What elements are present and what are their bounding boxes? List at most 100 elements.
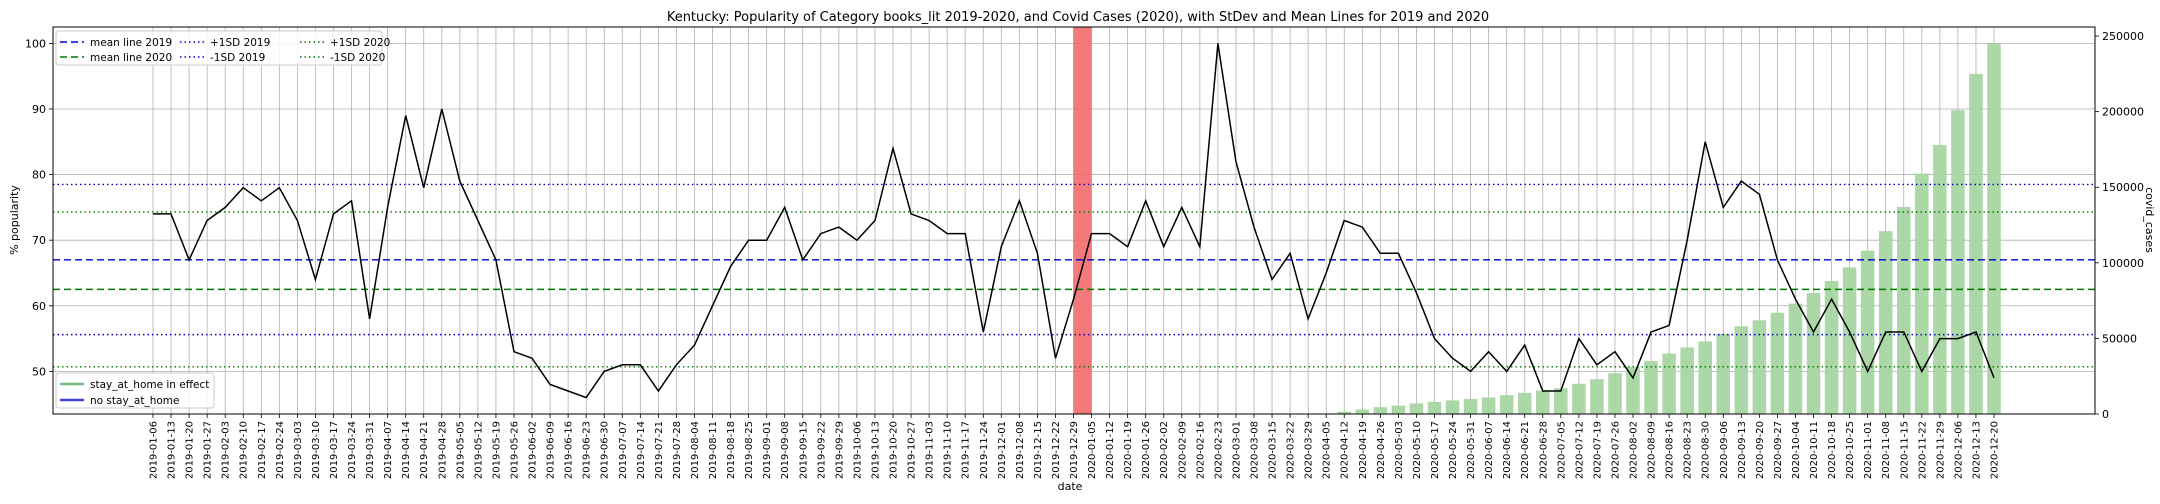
covid-bar <box>1662 353 1676 414</box>
x-tick-label: 2019-09-01 <box>762 421 773 479</box>
x-tick-label: 2020-07-19 <box>1592 421 1603 479</box>
y2-tick-label: 150000 <box>2102 181 2144 194</box>
x-tick-label: 2020-09-06 <box>1719 421 1730 479</box>
covid-bar <box>1680 347 1694 414</box>
x-tick-label: 2019-01-27 <box>203 421 214 479</box>
covid-bar <box>1933 144 1947 414</box>
y2-tick-label: 100000 <box>2102 257 2144 270</box>
x-tick-label: 2020-08-02 <box>1629 421 1640 479</box>
x-tick-label: 2020-04-19 <box>1358 421 1369 479</box>
covid-bar <box>1536 390 1550 414</box>
y-tick-label: 60 <box>32 300 46 313</box>
y-tick-label: 50 <box>32 365 46 378</box>
x-tick-label: 2019-01-20 <box>185 421 196 479</box>
x-tick-label: 2019-09-08 <box>780 421 791 479</box>
x-tick-label: 2020-05-31 <box>1466 421 1477 479</box>
x-tick-label: 2019-10-20 <box>889 421 900 479</box>
x-tick-label: 2020-11-08 <box>1881 421 1892 479</box>
legend-bottom: stay_at_home in effect no stay_at_home <box>55 372 215 409</box>
x-tick-label: 2019-07-21 <box>654 421 665 479</box>
legend-top-label: +1SD 2020 <box>330 37 390 49</box>
covid-bar <box>1373 407 1388 414</box>
legend-bottom-box <box>55 372 215 409</box>
x-tick-label: 2019-07-28 <box>672 421 683 479</box>
legend-top-label: +1SD 2019 <box>210 37 270 49</box>
x-tick-label: 2020-01-26 <box>1141 421 1152 479</box>
x-tick-label: 2020-03-01 <box>1231 421 1242 479</box>
x-tick-label: 2020-02-16 <box>1195 421 1206 479</box>
x-tick-label: 2019-12-15 <box>1033 421 1044 479</box>
x-tick-label: 2020-04-05 <box>1322 421 1333 479</box>
covid-bar <box>1770 312 1785 414</box>
x-tick-label: 2020-02-23 <box>1213 421 1224 479</box>
x-tick-label: 2019-08-18 <box>726 421 737 479</box>
x-tick-label: 2019-11-17 <box>961 421 972 479</box>
x-tick-label: 2019-12-01 <box>997 421 1008 479</box>
covid-bar <box>1788 303 1803 414</box>
covid-bar <box>1572 383 1586 414</box>
x-tick-label: 2019-11-10 <box>943 421 954 479</box>
popularity-series-line <box>153 43 1995 399</box>
covid-bar <box>1355 409 1370 414</box>
x-tick-label: 2019-07-14 <box>636 421 647 479</box>
x-tick-label: 2019-02-24 <box>275 421 286 479</box>
x-tick-label: 2019-03-17 <box>329 421 340 479</box>
x-tick-label: 2019-03-03 <box>293 421 304 479</box>
covid-bar <box>1590 379 1604 414</box>
x-tick-label: 2020-05-10 <box>1412 421 1423 479</box>
x-tick-label: 2020-10-25 <box>1845 421 1856 479</box>
x-tick-label: 2020-08-16 <box>1665 421 1676 479</box>
y2-ticks: 0 50000 100000 150000 200000 250000 <box>2095 30 2144 421</box>
highlight-span <box>1073 27 1092 414</box>
x-tick-label: 2020-11-22 <box>1917 421 1928 479</box>
x-tick-label: 2020-01-12 <box>1105 421 1116 479</box>
x-tick-label: 2020-10-04 <box>1791 421 1802 479</box>
x-tick-label: 2019-09-29 <box>834 421 845 479</box>
x-tick-label: 2019-06-23 <box>582 421 593 479</box>
legend-bottom-label: no stay_at_home <box>90 395 179 407</box>
x-tick-label: 2019-06-16 <box>564 421 575 479</box>
covid-bar <box>1842 267 1857 414</box>
x-tick-label: 2020-02-09 <box>1177 421 1188 479</box>
covid-bar <box>1987 43 2001 414</box>
x-tick-label: 2020-08-30 <box>1701 421 1712 479</box>
x-tick-label: 2020-05-24 <box>1448 421 1459 479</box>
covid-bar <box>1878 231 1893 414</box>
covid-bar <box>1409 403 1424 414</box>
x-tick-label: 2020-03-15 <box>1268 421 1279 479</box>
x-tick-label: 2020-04-26 <box>1376 421 1387 479</box>
legend-top-label: -1SD 2020 <box>330 52 385 64</box>
x-tick-label: 2019-02-17 <box>257 421 268 479</box>
x-tick-label: 2020-03-29 <box>1304 421 1315 479</box>
x-tick-label: 2019-12-29 <box>1069 421 1080 479</box>
y-tick-label: 80 <box>32 169 46 182</box>
covid-bar <box>1969 73 1983 414</box>
y2-tick-label: 50000 <box>2102 332 2137 345</box>
x-tick-label: 2019-01-06 <box>149 421 160 479</box>
x-tick-label: 2019-08-04 <box>690 421 701 479</box>
covid-bar <box>1951 110 1965 414</box>
x-tick-label: 2020-02-02 <box>1159 421 1170 479</box>
covid-bar <box>1824 280 1839 414</box>
x-tick-label: 2019-06-09 <box>546 421 557 479</box>
x-tick-label: 2020-03-22 <box>1286 421 1297 479</box>
grid <box>53 27 2095 414</box>
covid-bar <box>1698 341 1712 414</box>
y-axis-label: % popularity <box>8 185 21 255</box>
x-tick-label: 2019-07-07 <box>618 421 629 479</box>
x-tick-label: 2020-06-14 <box>1502 421 1513 479</box>
x-tick-label: 2019-01-13 <box>167 421 178 479</box>
x-tick-label: 2019-10-06 <box>852 421 863 479</box>
covid-bar <box>1644 361 1658 414</box>
covid-bar <box>1391 405 1406 414</box>
y-tick-label: 70 <box>32 234 46 247</box>
legend-top-label: mean line 2019 <box>90 37 172 49</box>
covid-bar <box>1481 397 1496 414</box>
covid-bar <box>1608 373 1622 414</box>
y2-tick-label: 200000 <box>2102 106 2144 119</box>
covid-bar <box>1806 293 1821 414</box>
x-tick-label: 2020-01-19 <box>1123 421 1134 479</box>
x-tick-label: 2020-09-27 <box>1773 421 1784 479</box>
highlight-span-rect <box>1073 27 1092 414</box>
